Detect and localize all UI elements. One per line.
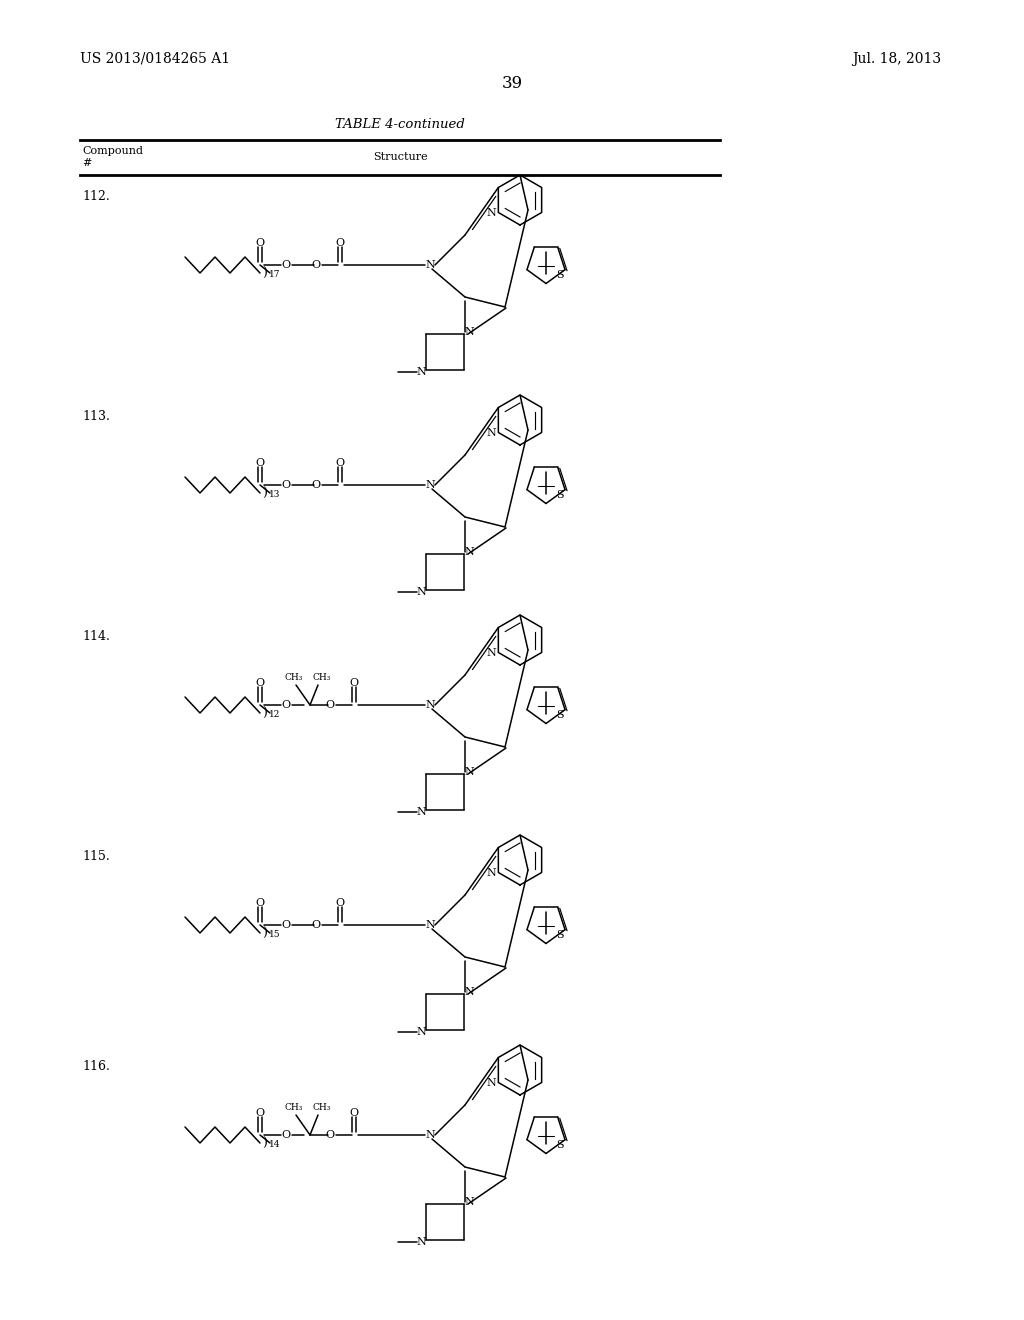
Text: O: O xyxy=(336,458,344,469)
Text: N: N xyxy=(486,209,497,218)
Text: 15: 15 xyxy=(269,931,281,939)
Text: ): ) xyxy=(262,487,267,499)
Text: ): ) xyxy=(262,1137,267,1150)
Text: O: O xyxy=(282,920,291,931)
Text: N: N xyxy=(464,987,474,997)
Text: ): ) xyxy=(262,267,267,280)
Text: O: O xyxy=(255,898,264,908)
Text: S: S xyxy=(556,271,564,281)
Text: ): ) xyxy=(262,927,267,940)
Text: CH₃: CH₃ xyxy=(285,1102,303,1111)
Text: N: N xyxy=(416,807,426,817)
Text: N: N xyxy=(416,587,426,597)
Text: 115.: 115. xyxy=(82,850,110,863)
Text: N: N xyxy=(416,1237,426,1247)
Text: 17: 17 xyxy=(269,271,281,279)
Text: O: O xyxy=(336,238,344,248)
Text: N: N xyxy=(464,767,474,777)
Text: O: O xyxy=(282,260,291,271)
Text: S: S xyxy=(556,931,564,940)
Text: 14: 14 xyxy=(269,1140,281,1148)
Text: N: N xyxy=(464,546,474,557)
Text: O: O xyxy=(255,238,264,248)
Text: O: O xyxy=(282,480,291,490)
Text: TABLE 4-continued: TABLE 4-continued xyxy=(335,117,465,131)
Text: O: O xyxy=(349,678,358,688)
Text: ): ) xyxy=(262,706,267,719)
Text: 12: 12 xyxy=(269,710,281,719)
Text: #: # xyxy=(82,158,91,168)
Text: O: O xyxy=(311,920,321,931)
Text: O: O xyxy=(255,458,264,469)
Text: N: N xyxy=(464,327,474,337)
Text: 116.: 116. xyxy=(82,1060,110,1073)
Text: CH₃: CH₃ xyxy=(312,672,331,681)
Text: N: N xyxy=(425,480,435,490)
Text: N: N xyxy=(486,428,497,438)
Text: N: N xyxy=(464,1197,474,1206)
Text: O: O xyxy=(255,1107,264,1118)
Text: O: O xyxy=(326,1130,335,1140)
Text: 114.: 114. xyxy=(82,630,110,643)
Text: 112.: 112. xyxy=(82,190,110,203)
Text: O: O xyxy=(255,678,264,688)
Text: O: O xyxy=(349,1107,358,1118)
Text: N: N xyxy=(486,648,497,659)
Text: N: N xyxy=(486,1078,497,1088)
Text: 113.: 113. xyxy=(82,411,110,422)
Text: O: O xyxy=(336,898,344,908)
Text: N: N xyxy=(425,700,435,710)
Text: N: N xyxy=(486,869,497,878)
Text: CH₃: CH₃ xyxy=(312,1102,331,1111)
Text: N: N xyxy=(425,920,435,931)
Text: O: O xyxy=(326,700,335,710)
Text: S: S xyxy=(556,710,564,721)
Text: N: N xyxy=(416,367,426,378)
Text: O: O xyxy=(282,1130,291,1140)
Text: Structure: Structure xyxy=(373,152,427,162)
Text: Compound: Compound xyxy=(82,147,143,156)
Text: S: S xyxy=(556,1140,564,1151)
Text: S: S xyxy=(556,491,564,500)
Text: N: N xyxy=(425,1130,435,1140)
Text: 13: 13 xyxy=(269,490,281,499)
Text: Jul. 18, 2013: Jul. 18, 2013 xyxy=(852,51,941,66)
Text: CH₃: CH₃ xyxy=(285,672,303,681)
Text: O: O xyxy=(311,480,321,490)
Text: 39: 39 xyxy=(502,75,522,92)
Text: O: O xyxy=(311,260,321,271)
Text: N: N xyxy=(416,1027,426,1038)
Text: US 2013/0184265 A1: US 2013/0184265 A1 xyxy=(80,51,230,66)
Text: N: N xyxy=(425,260,435,271)
Text: O: O xyxy=(282,700,291,710)
